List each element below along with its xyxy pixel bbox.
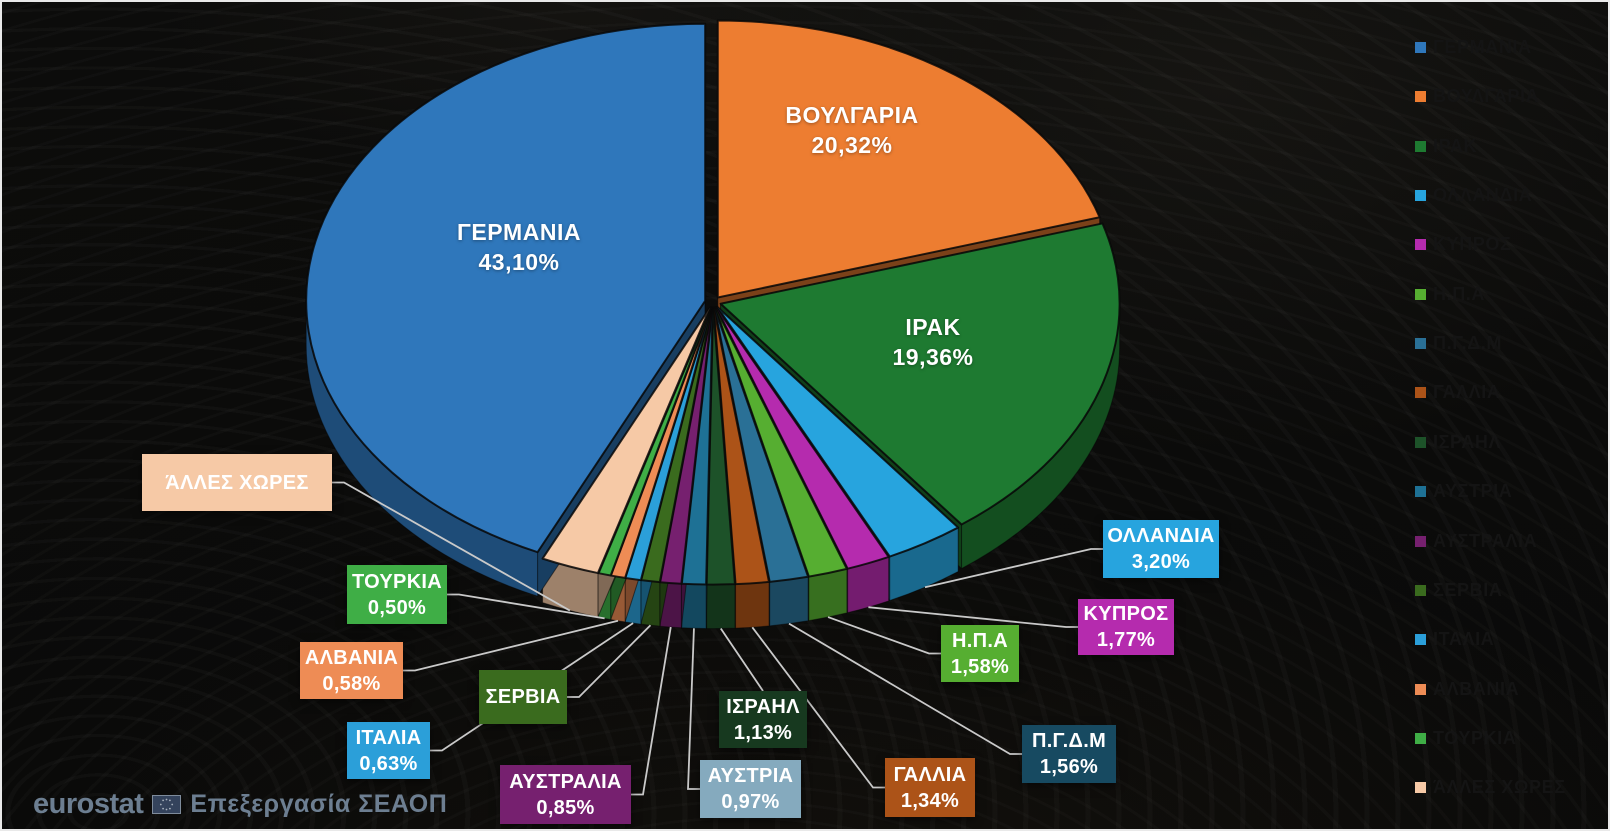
callout-label: ΑΛΒΑΝΙΑ <box>304 646 399 669</box>
callout-box: ΟΛΛΑΝΔΙΑ 3,20% <box>1103 520 1219 578</box>
callout-line <box>567 624 652 698</box>
eu-flag-stars <box>160 798 174 811</box>
callout-value: 0,63% <box>359 752 418 775</box>
callout-label: ΙΤΑΛΙΑ <box>355 726 422 749</box>
callout-box: ΑΛΒΑΝΙΑ 0,58% <box>300 642 403 699</box>
slice-label-value: 19,36% <box>892 344 974 370</box>
callout-box: ΤΟΥΡΚΙΑ 0,50% <box>347 565 447 624</box>
callout-label: ΙΣΡΑΗΛ <box>726 695 800 718</box>
callout-label: ΟΛΛΑΝΔΙΑ <box>1107 525 1215 547</box>
callout-label: ΑΥΣΤΡΙΑ <box>707 765 794 787</box>
callout-line <box>827 616 941 655</box>
pie-slice-side-wall <box>735 581 770 629</box>
callout-value: 1,34% <box>900 789 960 812</box>
callout-label: ΣΕΡΒΙΑ <box>485 686 561 708</box>
callout-line <box>430 622 634 752</box>
callout-value: 0,85% <box>536 796 595 819</box>
callout-value: 0,50% <box>367 596 427 619</box>
slice-label-voulgaria: ΒΟΥΛΓΑΡΙΑ 20,32% <box>785 100 918 160</box>
callout-box: Η.Π.Α 1,58% <box>941 625 1019 682</box>
pie-slice <box>305 22 707 554</box>
callout-line <box>631 626 672 796</box>
callout-label: Π.Γ.Δ.Μ <box>1031 730 1107 752</box>
callout-line <box>788 622 1022 755</box>
eurostat-logo: eurostat Επεξεργασία ΣΕΑΟΠ <box>33 788 447 821</box>
callout-value: 0,97% <box>721 791 780 813</box>
callout-label: ΑΥΣΤΡΑΛΙΑ <box>509 770 622 793</box>
callout-value: 0,58% <box>322 672 381 695</box>
pie-slice <box>719 222 1121 526</box>
callout-value: 1,58% <box>950 655 1010 678</box>
callout-box: ΆΛΛΕΣ ΧΩΡΕΣ <box>142 454 332 511</box>
pie-slices <box>305 19 1121 586</box>
callout-box: ΓΑΛΛΙΑ 1,34% <box>885 758 975 817</box>
slice-label-name: ΙΡΑΚ <box>905 314 961 340</box>
callout-box: ΙΣΡΑΗΛ 1,13% <box>719 691 807 748</box>
pie-slice <box>716 305 960 558</box>
slice-label-germania: ΓΕΡΜΑΝΙΑ 43,10% <box>457 217 581 277</box>
callout-value: 1,13% <box>733 721 793 744</box>
callout-label: ΤΟΥΡΚΙΑ <box>351 570 443 593</box>
callout-box: ΑΥΣΤΡΙΑ 0,97% <box>700 760 801 818</box>
pie-slice <box>716 19 1101 299</box>
eurostat-wordmark: eurostat <box>33 788 144 820</box>
callout-box: ΑΥΣΤΡΑΛΙΑ 0,85% <box>500 765 631 824</box>
callout-box: ΚΥΠΡΟΣ 1,77% <box>1078 599 1174 655</box>
callout-value: 1,56% <box>1039 756 1099 778</box>
callout-label: ΓΑΛΛΙΑ <box>893 763 967 786</box>
callout-line <box>924 548 1103 589</box>
slice-label-name: ΓΕΡΜΑΝΙΑ <box>457 219 581 245</box>
pie-slice-side-wall <box>769 576 809 627</box>
pie-slice <box>541 306 712 575</box>
callout-value: 1,77% <box>1096 629 1156 651</box>
callout-label: ΆΛΛΕΣ ΧΩΡΕΣ <box>165 471 309 494</box>
callout-label: ΚΥΠΡΟΣ <box>1083 603 1169 625</box>
callout-value: 3,20% <box>1131 551 1191 573</box>
slice-label-value: 20,32% <box>811 132 893 158</box>
slice-label-irak: ΙΡΑΚ 19,36% <box>892 312 973 372</box>
slice-label-name: ΒΟΥΛΓΑΡΙΑ <box>785 102 919 128</box>
slice-label-value: 43,10% <box>478 249 560 275</box>
callout-label: Η.Π.Α <box>952 629 1008 652</box>
callout-line <box>751 626 885 789</box>
callout-box: ΣΕΡΒΙΑ <box>479 670 567 724</box>
pie-slice-side-wall <box>706 583 736 630</box>
callout-box: Π.Γ.Δ.Μ 1,56% <box>1022 725 1116 783</box>
callout-line <box>868 606 1078 628</box>
callout-leader-lines <box>332 481 1103 796</box>
footer-credit: Επεξεργασία ΣΕΑΟΠ <box>190 790 448 818</box>
callout-line <box>687 628 700 790</box>
callout-box: ΙΤΑΛΙΑ 0,63% <box>347 722 430 779</box>
callout-line <box>403 619 619 672</box>
callout-line <box>720 628 764 692</box>
callout-line <box>332 481 571 612</box>
callout-line <box>447 593 605 620</box>
eu-flag-icon <box>152 795 182 814</box>
